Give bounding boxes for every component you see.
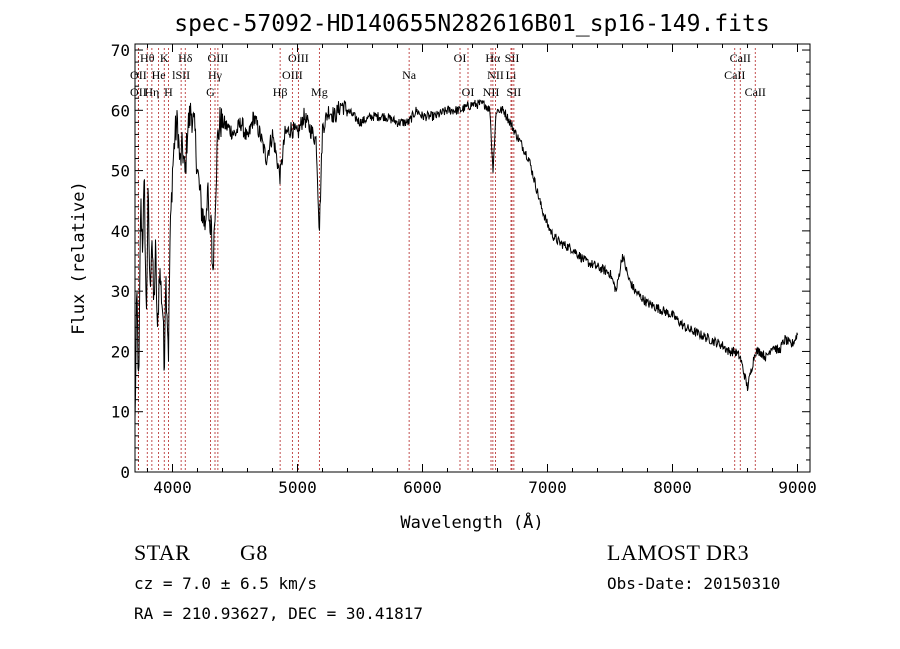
line-marker-label: Li bbox=[506, 68, 517, 82]
line-marker-label: lSII bbox=[172, 68, 190, 82]
line-marker-label: OI bbox=[454, 51, 467, 65]
line-marker-label: Hδ bbox=[178, 51, 193, 65]
object-class: STAR bbox=[134, 540, 191, 565]
line-marker-label: G bbox=[206, 85, 215, 99]
line-marker-label: OII bbox=[130, 85, 147, 99]
line-marker-label: K bbox=[160, 51, 169, 65]
x-tick-label: 5000 bbox=[278, 478, 317, 497]
y-tick-label: 0 bbox=[120, 463, 130, 482]
line-marker-label: Hα bbox=[485, 51, 501, 65]
chart-title: spec-57092-HD140655N282616B01_sp16-149.f… bbox=[174, 11, 769, 37]
x-tick-label: 4000 bbox=[153, 478, 192, 497]
line-marker-label: OII bbox=[130, 68, 147, 82]
spectrum-plot: spec-57092-HD140655N282616B01_sp16-149.f… bbox=[69, 11, 817, 533]
x-tick-label: 8000 bbox=[653, 478, 692, 497]
y-tick-label: 50 bbox=[111, 162, 130, 181]
line-marker-label: SII bbox=[505, 51, 520, 65]
line-marker-label: Hη bbox=[144, 85, 159, 99]
y-axis-label: Flux (relative) bbox=[69, 181, 89, 335]
line-markers: Hθ K Hδ OIII OIII OI Hα SII CaII OII He lSII Hγ OIII N… bbox=[130, 48, 766, 472]
y-tick-label: 30 bbox=[111, 282, 130, 301]
line-marker-label: Hγ bbox=[208, 68, 223, 82]
line-marker-label: Hθ bbox=[140, 51, 155, 65]
x-axis-ticks: 4000 5000 6000 7000 8000 9000 bbox=[147, 44, 817, 497]
redshift-velocity: cz = 7.0 ± 6.5 km/s bbox=[134, 574, 318, 593]
line-marker-label: H bbox=[164, 85, 173, 99]
spectrum-line bbox=[134, 98, 798, 419]
y-tick-label: 10 bbox=[111, 403, 130, 422]
x-tick-label: 7000 bbox=[528, 478, 567, 497]
line-marker-label: NII bbox=[487, 68, 504, 82]
line-marker-label: He bbox=[152, 68, 166, 82]
y-tick-label: 70 bbox=[111, 41, 130, 60]
line-marker-label: OIII bbox=[282, 68, 303, 82]
observation-date: Obs-Date: 20150310 bbox=[607, 574, 781, 593]
line-marker-label: OIII bbox=[288, 51, 309, 65]
y-tick-label: 20 bbox=[111, 342, 130, 361]
line-marker-label: CaII bbox=[724, 68, 745, 82]
x-tick-label: 6000 bbox=[403, 478, 442, 497]
line-marker-label: OIII bbox=[208, 51, 229, 65]
plot-frame bbox=[134, 43, 811, 473]
line-marker-label: Mg bbox=[311, 85, 328, 99]
y-tick-label: 60 bbox=[111, 101, 130, 120]
line-marker-label: Hβ bbox=[273, 85, 288, 99]
line-marker-label: CaII bbox=[730, 51, 751, 65]
line-marker-label: CaII bbox=[745, 85, 766, 99]
y-axis-ticks: 0 10 20 30 40 50 60 70 bbox=[111, 41, 810, 482]
line-marker-label: NII bbox=[483, 85, 500, 99]
line-marker-label: Na bbox=[402, 68, 417, 82]
line-marker-label: OI bbox=[462, 85, 475, 99]
line-marker-label: SII bbox=[507, 85, 522, 99]
survey-name: LAMOST DR3 bbox=[607, 540, 750, 565]
y-tick-label: 40 bbox=[111, 222, 130, 241]
coordinates: RA = 210.93627, DEC = 30.41817 bbox=[134, 604, 423, 623]
x-tick-label: 9000 bbox=[778, 478, 817, 497]
x-axis-label: Wavelength (Å) bbox=[400, 511, 543, 533]
object-subclass: G8 bbox=[240, 540, 268, 565]
